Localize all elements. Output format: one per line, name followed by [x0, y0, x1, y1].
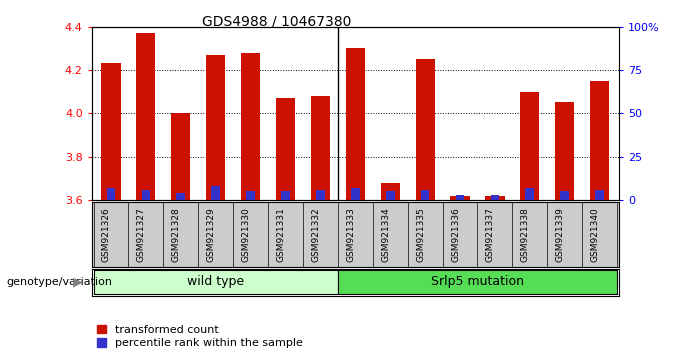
Text: GSM921337: GSM921337 [486, 207, 495, 262]
Bar [381, 183, 400, 200]
Bar [421, 190, 430, 200]
Text: ▶: ▶ [73, 276, 83, 289]
Text: GSM921334: GSM921334 [381, 207, 390, 262]
Text: GSM921329: GSM921329 [207, 207, 216, 262]
Bar [415, 59, 435, 200]
Text: genotype/variation: genotype/variation [7, 277, 113, 287]
Bar [386, 191, 394, 200]
Bar [311, 96, 330, 200]
Text: GSM921336: GSM921336 [451, 207, 460, 262]
Bar [456, 195, 464, 200]
Text: Srlp5 mutation: Srlp5 mutation [431, 275, 524, 288]
Bar [590, 81, 609, 200]
Text: wild type: wild type [187, 275, 244, 288]
Text: GSM921331: GSM921331 [277, 207, 286, 262]
Bar [526, 188, 534, 200]
Bar [136, 33, 156, 200]
Bar [241, 52, 260, 200]
Bar [107, 188, 116, 200]
Bar [595, 190, 604, 200]
Bar [345, 48, 365, 200]
Bar [281, 191, 290, 200]
Bar [141, 190, 150, 200]
Bar [520, 92, 539, 200]
Bar [351, 188, 360, 200]
Bar [276, 98, 295, 200]
Bar [246, 191, 255, 200]
Bar [171, 113, 190, 200]
Text: GSM921340: GSM921340 [591, 207, 600, 262]
Text: GSM921326: GSM921326 [102, 207, 111, 262]
Text: GSM921335: GSM921335 [416, 207, 425, 262]
Bar [338, 270, 617, 294]
Bar [450, 196, 470, 200]
Bar [560, 191, 569, 200]
Text: GSM921330: GSM921330 [241, 207, 251, 262]
Text: GSM921332: GSM921332 [311, 207, 320, 262]
Bar [101, 63, 120, 200]
Bar [94, 270, 338, 294]
Bar [490, 195, 499, 200]
Text: GSM921338: GSM921338 [521, 207, 530, 262]
Text: GSM921328: GSM921328 [172, 207, 181, 262]
Bar [211, 186, 220, 200]
Text: GSM921339: GSM921339 [556, 207, 564, 262]
Text: GSM921327: GSM921327 [137, 207, 146, 262]
Bar [206, 55, 225, 200]
Bar [177, 193, 185, 200]
Bar [555, 102, 575, 200]
Text: GDS4988 / 10467380: GDS4988 / 10467380 [201, 14, 351, 28]
Bar [486, 196, 505, 200]
Text: GSM921333: GSM921333 [346, 207, 355, 262]
Bar [316, 190, 325, 200]
Legend: transformed count, percentile rank within the sample: transformed count, percentile rank withi… [97, 325, 303, 348]
